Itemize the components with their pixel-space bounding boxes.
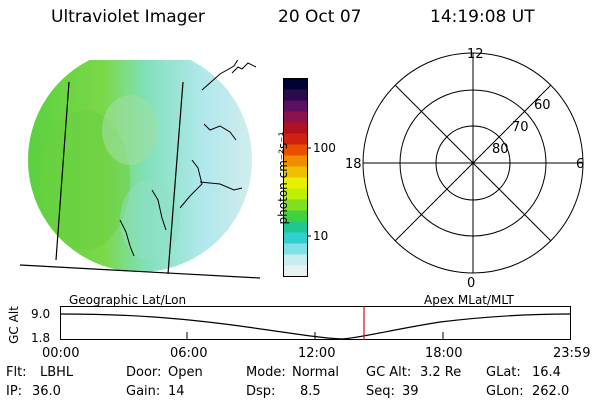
- info-ip-value: 36.0: [32, 384, 61, 399]
- colorbar-segment: [283, 265, 308, 277]
- info-door-label: Door:: [126, 365, 162, 380]
- coastline-fragment: [231, 62, 257, 74]
- colorbar: [283, 78, 311, 277]
- info-glat-value: 16.4: [532, 365, 561, 380]
- colorbar-segment: [283, 78, 308, 90]
- colorbar-segment: [283, 177, 308, 189]
- info-glon-value: 262.0: [532, 384, 570, 399]
- info-door-value: Open: [168, 365, 203, 380]
- colorbar-segment: [283, 89, 308, 101]
- colorbar-segment: [283, 221, 308, 233]
- lat-label-70: 70: [512, 120, 529, 135]
- info-glon-label: GLon:: [486, 384, 524, 399]
- colorbar-segment: [283, 166, 308, 178]
- time-label: 14:19:08 UT: [430, 7, 535, 27]
- coastline: [119, 60, 243, 257]
- strip-xtick-0000: 00:00: [42, 346, 80, 361]
- colorbar-segment: [283, 232, 308, 244]
- mlt-label-18: 18: [345, 157, 362, 172]
- info-dsp-label: Dsp:: [246, 384, 276, 399]
- colorbar-segment: [283, 100, 308, 112]
- colorbar-segment: [283, 155, 308, 167]
- colorbar-segment: [283, 243, 308, 255]
- colorbar-segment: [283, 122, 308, 134]
- uv-image: [28, 60, 252, 272]
- colorbar-segment: [283, 133, 308, 145]
- colorbar-tick-10: 10: [313, 229, 329, 243]
- info-mode-value: Normal: [292, 365, 340, 380]
- info-ip-label: IP:: [6, 384, 23, 399]
- info-flt-value: LBHL: [40, 365, 74, 380]
- colorbar-segment: [283, 254, 308, 266]
- uv-image-panel: [20, 60, 261, 279]
- info-gain-value: 14: [168, 384, 185, 399]
- altitude-strip: [60, 306, 571, 340]
- strip-axis-label: GC Alt: [7, 306, 21, 344]
- info-gain-label: Gain:: [126, 384, 161, 399]
- colorbar-segment: [283, 199, 308, 211]
- date-label: 20 Oct 07: [278, 7, 362, 27]
- info-seq-label: Seq:: [366, 384, 395, 399]
- geographic-grid: [20, 81, 261, 279]
- strip-xtick-2359: 23:59: [553, 346, 591, 361]
- strip-ytick-9: 9.0: [31, 307, 51, 321]
- info-dsp-value: 8.5: [300, 384, 321, 399]
- colorbar-segment: [283, 188, 308, 200]
- mlt-label-12: 12: [467, 47, 484, 62]
- info-gcalt-label: GC Alt:: [366, 365, 412, 380]
- polar-plot: [362, 52, 584, 274]
- strip-xtick-0600: 06:00: [170, 346, 208, 361]
- lat-label-80: 80: [492, 142, 509, 157]
- right-caption: Apex MLat/MLT: [424, 293, 514, 307]
- strip-ytick-1.8: 1.8: [31, 331, 51, 345]
- mlt-label-6: 6: [576, 157, 585, 172]
- colorbar-tick-100: 100: [313, 141, 336, 155]
- info-glat-label: GLat:: [486, 365, 521, 380]
- info-gcalt-value: 3.2 Re: [420, 365, 462, 380]
- colorbar-unit-label: photon cm⁻²s⁻¹: [276, 131, 290, 225]
- left-caption: Geographic Lat/Lon: [69, 293, 187, 307]
- instrument-title: Ultraviolet Imager: [51, 7, 205, 27]
- strip-xtick-1200: 12:00: [298, 346, 336, 361]
- lat-label-60: 60: [534, 98, 551, 113]
- colorbar-segment: [283, 210, 308, 222]
- info-flt-label: Flt:: [6, 365, 27, 380]
- mlt-label-0: 0: [467, 276, 476, 291]
- info-seq-value: 39: [402, 384, 419, 399]
- altitude-curve: [60, 313, 571, 340]
- colorbar-segment: [283, 144, 308, 156]
- colorbar-segment: [283, 111, 308, 123]
- info-mode-label: Mode:: [246, 365, 286, 380]
- strip-xtick-1800: 18:00: [425, 346, 463, 361]
